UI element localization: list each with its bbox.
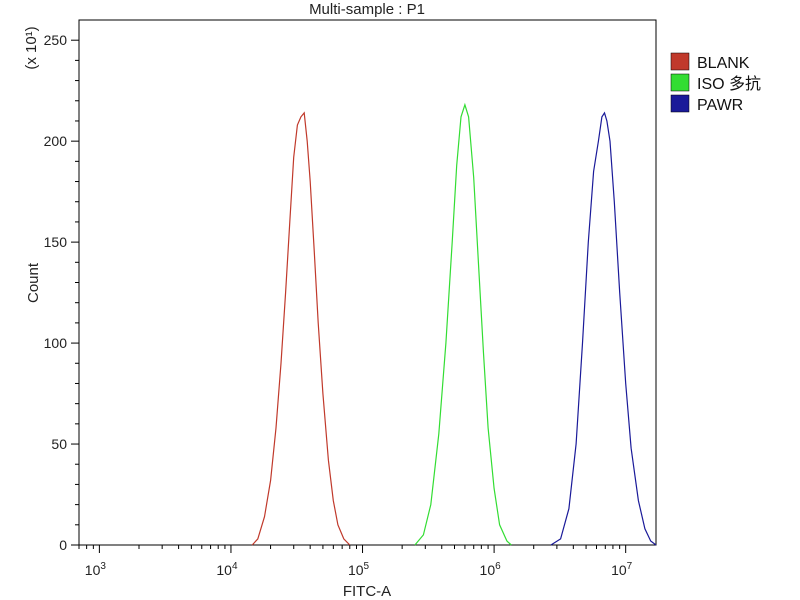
legend-swatch — [670, 94, 690, 113]
chart-title: Multi-sample : P1 — [309, 1, 425, 18]
legend-label: PAWR — [697, 97, 743, 114]
legend-label: BLANK — [697, 55, 750, 72]
y-tick-label: 150 — [44, 234, 68, 250]
legend-label: ISO 多抗 — [697, 75, 761, 93]
y-axis-ticks: 0 50 100 150 200 250 — [44, 32, 79, 553]
series-line-2 — [414, 102, 512, 546]
legend-swatch — [670, 52, 690, 71]
y-tick-label: 0 — [59, 537, 67, 553]
y-tick-label: 100 — [44, 335, 68, 351]
legend: BLANK ISO 多抗 PAWR — [670, 52, 761, 114]
x-tick-label: 106 — [480, 561, 502, 578]
y-axis-title: Count — [25, 262, 42, 303]
plot-frame — [78, 19, 657, 546]
x-tick-label: 107 — [611, 561, 633, 578]
series-layer — [251, 102, 657, 546]
y-axis-multiplier: (x 10¹) — [23, 26, 40, 69]
x-axis-title: FITC-A — [343, 583, 391, 600]
y-tick-label: 50 — [51, 436, 67, 452]
series-line-3 — [550, 111, 657, 546]
x-tick-label: 104 — [216, 561, 238, 578]
y-tick-label: 250 — [44, 32, 68, 48]
legend-swatch — [670, 73, 690, 92]
x-axis-ticks: 103 104 105 106 107 — [78, 545, 633, 578]
x-tick-label: 103 — [85, 561, 107, 578]
y-tick-label: 200 — [44, 133, 68, 149]
x-tick-label: 105 — [348, 561, 370, 578]
series-line-1 — [251, 111, 351, 546]
